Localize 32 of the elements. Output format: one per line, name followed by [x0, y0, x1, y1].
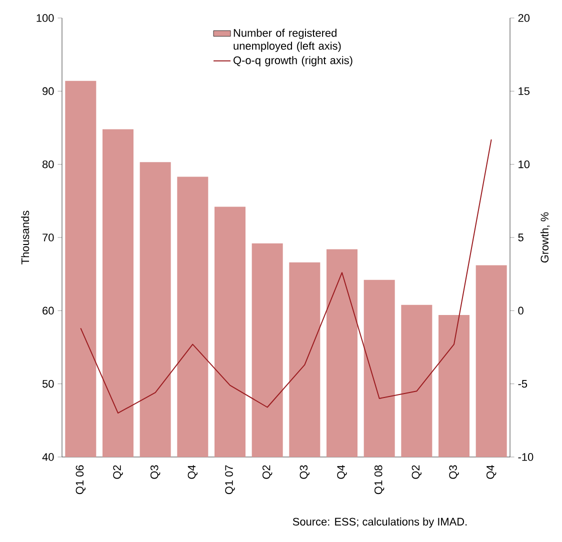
x-tick-label: Q3 — [300, 465, 310, 479]
x-tick-label: Q1 08 — [374, 465, 384, 494]
legend-label: Number of registered unemployed (left axis) — [234, 28, 341, 52]
y-tick-label: 50 — [42, 380, 54, 388]
x-tick-label: Q3 — [150, 465, 160, 479]
y-tick-label: 100 — [36, 14, 54, 22]
y2-tick-label: -5 — [518, 380, 528, 388]
x-tick-label: Q4 — [337, 465, 347, 479]
legend-label: Q-o-q growth (right axis) — [234, 56, 352, 66]
y-axis-title: Thousands — [21, 210, 30, 264]
y-tick-label: 90 — [42, 87, 54, 96]
x-tick-label: Q3 — [449, 465, 459, 479]
y2-tick-label: 0 — [518, 306, 524, 315]
source-note: Source: ESS; calculations by IMAD. — [292, 518, 467, 528]
y2-axis-title: Growth, % — [540, 212, 550, 263]
x-tick-label: Q4 — [188, 465, 198, 479]
x-tick-label: Q4 — [486, 465, 496, 479]
y2-tick-label: 20 — [518, 14, 530, 22]
y2-tick-label: 10 — [518, 160, 530, 168]
y-tick-label: 70 — [42, 234, 54, 242]
y-tick-label: 80 — [42, 160, 54, 168]
line-series — [80, 138, 492, 414]
x-tick-label: Q2 — [412, 465, 422, 479]
y-tick-label: 60 — [42, 306, 54, 315]
y-tick-label: 40 — [42, 453, 54, 461]
x-tick-label: Q2 — [262, 465, 272, 479]
y2-tick-label: 5 — [518, 234, 524, 242]
x-tick-label: Q2 — [113, 465, 123, 479]
y2-tick-label: 15 — [518, 87, 530, 95]
x-tick-label: Q1 07 — [225, 465, 235, 494]
x-tick-label: Q1 06 — [76, 465, 86, 494]
y2-tick-label: -10 — [518, 453, 534, 461]
